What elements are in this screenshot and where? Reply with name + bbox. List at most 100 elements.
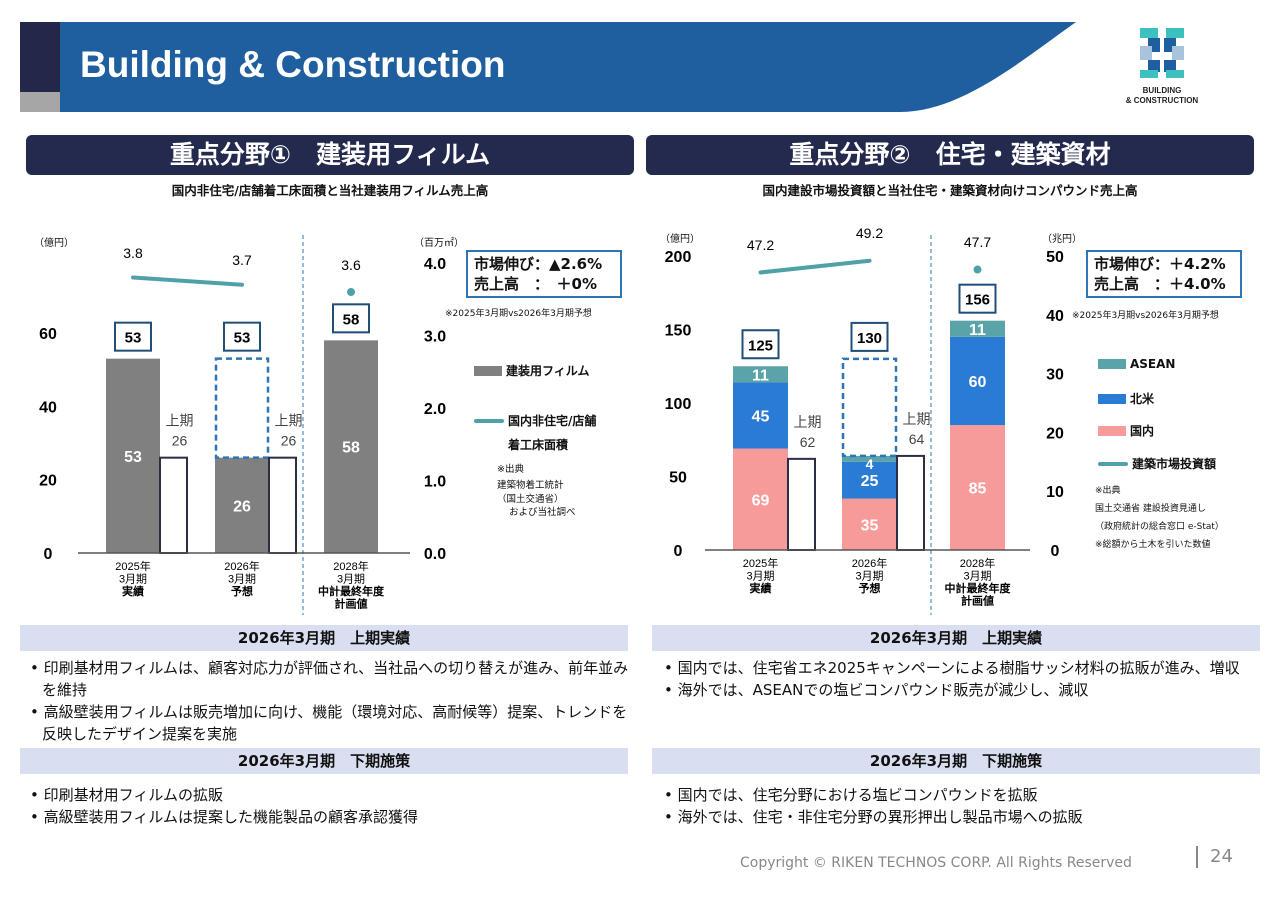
total-value: 125	[748, 337, 773, 354]
total-value: 53	[125, 330, 142, 347]
bar-value-label: 53	[124, 449, 142, 466]
line-value-label: 49.2	[856, 225, 883, 241]
y-right-tick-label: 3.0	[424, 329, 446, 346]
bar-segment-国内	[842, 498, 897, 550]
source-line: （政府統計の総合窓口 e-Stat）	[1095, 522, 1224, 532]
y-right-tick-label: 30	[1046, 367, 1064, 384]
chart-subtitle-left: 国内非住宅/店舗着工床面積と当社建装用フィルム売上高	[171, 183, 489, 198]
growth-box-left: 市場伸び：▲2.6% 売上高 ： ＋0%	[466, 250, 622, 298]
source-line: ※出典	[1095, 486, 1121, 496]
section-title-right: 重点分野② 住宅・建築資材	[646, 135, 1254, 175]
bullets-h2-right: 国内では、住宅分野における塩ビコンパウンドを拡販 海外では、住宅・非住宅分野の異…	[660, 784, 1260, 828]
category-label: 3月期	[119, 573, 147, 586]
first-half-bar	[159, 456, 188, 554]
y-right-tick-label: 40	[1046, 308, 1064, 325]
sales-growth: 売上高 ：＋4.0%	[1094, 275, 1226, 293]
y-left-tick-label: 60	[39, 326, 57, 343]
bar-value-label: 11	[969, 322, 986, 339]
band-h1-results-left: 2026年3月期 上期実績	[20, 625, 628, 651]
category-label: 2028年	[960, 556, 995, 570]
growth-note: ※2025年3月期vs2026年3月期予想	[1072, 311, 1219, 321]
line-value-label: 47.7	[964, 234, 991, 250]
page-title: Building & Construction	[80, 44, 506, 85]
legend-label: 建装用フィルム	[506, 364, 590, 378]
line-value-label: 3.6	[341, 257, 361, 273]
total-box	[114, 321, 152, 352]
category-label: 3月期	[337, 573, 365, 586]
source-line: ※総額から土木を引いた数値	[1095, 540, 1211, 550]
bar-value-label: 58	[342, 440, 360, 457]
bar-segment-建装用フィルム	[106, 358, 160, 553]
category-label: 計画値	[961, 594, 994, 608]
y-left-tick-label: 150	[665, 323, 692, 340]
bar-segment-国内	[733, 448, 788, 550]
source-line: （国土交通省）	[497, 494, 564, 505]
legend-label-cont: 着工床面積	[508, 438, 569, 452]
total-box	[332, 303, 370, 334]
y-left-tick-label: 20	[39, 473, 57, 490]
y-left-tick-label: 50	[669, 470, 687, 487]
left-axis-unit: （億円）	[34, 238, 74, 249]
line-point	[347, 288, 355, 296]
category-label: 3月期	[228, 573, 256, 586]
source-line: 建築物着工統計	[497, 480, 564, 491]
category-label: 予想	[859, 581, 881, 595]
list-item: 印刷基材用フィルムの拡販	[26, 784, 636, 806]
bar-segment-北米	[842, 461, 897, 499]
forecast-outline	[214, 357, 270, 459]
bar-segment-国内	[950, 425, 1005, 550]
first-half-value: 26	[172, 433, 188, 449]
bar-value-label: 4	[866, 456, 874, 472]
bar-value-label: 45	[752, 408, 770, 425]
band-h2-plan-right: 2026年3月期 下期施策	[652, 748, 1260, 774]
logo-text-1: BUILDING	[1142, 86, 1182, 95]
company-logo: BUILDING & CONSTRUCTION	[1112, 24, 1212, 112]
page-number: 24	[1196, 846, 1233, 868]
bar-value-label: 69	[752, 492, 770, 509]
band-h2-plan-left: 2026年3月期 下期施策	[20, 748, 628, 774]
first-half-label: 上期	[166, 413, 194, 429]
y-left-tick-label: 40	[39, 399, 57, 416]
logo-text-2: & CONSTRUCTION	[1125, 96, 1199, 105]
total-value: 53	[234, 330, 251, 347]
category-label: 中計最終年度	[318, 584, 385, 598]
market-growth: 市場伸び：▲2.6%	[474, 255, 603, 273]
header-band	[60, 22, 1076, 112]
y-left-tick-label: 200	[665, 249, 692, 266]
first-half-bar	[787, 457, 816, 551]
y-left-tick-label: 0	[44, 546, 53, 563]
bar-value-label: 35	[861, 517, 879, 534]
line-value-label: 47.2	[747, 237, 774, 253]
header-accent	[20, 22, 60, 92]
y-right-tick-label: 50	[1046, 249, 1064, 266]
first-half-label: 上期	[903, 411, 931, 427]
y-right-tick-label: 0.0	[424, 546, 446, 563]
category-label: 2026年	[224, 559, 259, 573]
first-half-bar	[268, 456, 297, 554]
bar-value-label: 25	[861, 473, 879, 490]
category-label: 予想	[231, 584, 253, 598]
category-label: 3月期	[855, 570, 883, 583]
total-box	[223, 321, 261, 352]
bar-segment-北米	[733, 382, 788, 449]
growth-box-right: 市場伸び：＋4.2% 売上高 ：＋4.0%	[1086, 250, 1242, 298]
band-h1-results-right: 2026年3月期 上期実績	[652, 625, 1260, 651]
list-item: 高級壁装用フィルムは販売増加に向け、機能（環境対応、高耐候等）提案、トレンドを反…	[26, 701, 636, 745]
line-value-label: 3.8	[123, 245, 143, 261]
bar-segment-ASEAN	[733, 366, 788, 383]
line-value-label: 3.7	[232, 252, 252, 268]
category-label: 2025年	[115, 559, 150, 573]
total-box	[850, 321, 889, 352]
legend-swatch	[1098, 425, 1126, 436]
legend-swatch	[1098, 359, 1126, 369]
category-label: 2026年	[852, 556, 887, 570]
right-axis-unit: （兆円）	[1042, 234, 1082, 245]
y-right-tick-label: 0	[1051, 543, 1060, 560]
total-box	[958, 283, 997, 314]
y-left-tick-label: 0	[674, 543, 683, 560]
logo-icon	[1140, 28, 1184, 78]
growth-note: ※2025年3月期vs2026年3月期予想	[445, 309, 592, 319]
list-item: 海外では、住宅・非住宅分野の異形押出し製品市場への拡販	[660, 806, 1260, 828]
sales-growth: 売上高 ： ＋0%	[474, 275, 597, 293]
y-right-tick-label: 1.0	[424, 474, 446, 491]
